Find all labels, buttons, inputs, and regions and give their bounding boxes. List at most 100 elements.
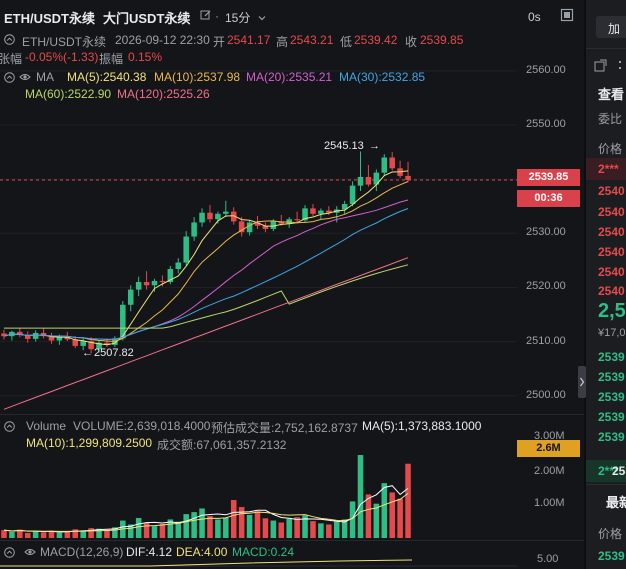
- change-label: 张幅: [0, 52, 23, 66]
- collapse-volume-icon[interactable]: [4, 419, 15, 432]
- candle: [24, 335, 31, 339]
- candle: [48, 336, 55, 341]
- volume-ma10: MA(10):1,299,809.2500: [26, 436, 153, 450]
- ma20-value: MA(20):2535.21: [246, 70, 333, 84]
- edit-icon[interactable]: [200, 8, 212, 20]
- ma-label: MA: [36, 70, 54, 84]
- candle: [349, 185, 356, 205]
- candle: [1, 333, 7, 337]
- ask-row[interactable]: 2540: [598, 284, 625, 298]
- pane-divider[interactable]: [0, 414, 584, 415]
- ma30-value: MA(30):2532.85: [339, 70, 426, 84]
- volume-bar: [104, 529, 110, 538]
- ma20-line: [3, 199, 409, 340]
- candle: [191, 222, 197, 237]
- volume-estimate: 预估成交量:2,752,162.8737: [211, 421, 358, 435]
- low-label: 低: [340, 35, 353, 49]
- volume-bar: [175, 521, 182, 538]
- collapse-ma-icon[interactable]: [4, 70, 15, 83]
- volume-bar: [238, 507, 245, 538]
- collapse-macd-icon[interactable]: [4, 545, 15, 558]
- low-annotation: 2507.82: [94, 347, 134, 359]
- volume-bar: [135, 518, 142, 538]
- candle: [120, 304, 126, 339]
- volume-bar: [48, 530, 55, 538]
- bid-row[interactable]: 2539: [598, 390, 625, 404]
- countdown: 0s: [528, 10, 541, 24]
- macd-value: MACD:0.24: [232, 545, 295, 559]
- volume-bar: [365, 494, 372, 538]
- candle: [207, 212, 213, 220]
- volume-axis-tick: 2.00M: [534, 465, 565, 477]
- candle: [286, 219, 292, 224]
- volume-value: VOLUME:2,639,018.4000: [73, 419, 211, 433]
- bid-row[interactable]: 2539: [598, 410, 625, 424]
- volume-bar: [294, 517, 300, 538]
- macd-eye-icon[interactable]: [24, 545, 36, 557]
- ask-row[interactable]: 2540: [598, 225, 625, 239]
- candle: [151, 280, 158, 286]
- ask-row[interactable]: 2***: [598, 162, 619, 176]
- candle: [104, 342, 110, 345]
- pair-title[interactable]: ETH/USDT永续: [4, 11, 96, 26]
- candle: [341, 204, 348, 210]
- collapse-icon[interactable]: [4, 34, 15, 45]
- candle: [64, 336, 71, 340]
- chevron-right-icon[interactable]: [578, 366, 586, 398]
- volume-bar: [151, 526, 158, 538]
- volume-bar: [143, 522, 150, 538]
- exchange-name[interactable]: 大门USDT永续: [103, 11, 191, 26]
- volume-bar: [262, 518, 269, 538]
- panel-toggle-handle[interactable]: [578, 366, 586, 398]
- order-ratio-label: 委比: [598, 112, 623, 126]
- candle: [270, 221, 277, 229]
- ask-row[interactable]: 2540: [598, 245, 625, 259]
- amplitude-value: 0.15%: [128, 50, 163, 64]
- add-button[interactable]: 加: [596, 16, 626, 38]
- volume-bar: [1, 530, 7, 538]
- volume-label: Volume: [26, 419, 67, 433]
- ask-row[interactable]: 2540: [598, 205, 625, 219]
- pane-divider-macd[interactable]: [0, 540, 584, 541]
- volume-bar: [167, 519, 174, 538]
- macd-label: MACD(12,26,9): [40, 545, 124, 559]
- bid-row[interactable]: 2***: [598, 464, 619, 478]
- price-axis-tick: 2520.00: [526, 280, 566, 293]
- volume-bar: [183, 514, 189, 538]
- open-label: 开: [213, 35, 226, 49]
- menu-icon[interactable]: [616, 58, 626, 72]
- volume-bar: [230, 500, 237, 538]
- volume-bar: [159, 523, 166, 538]
- ask-row[interactable]: 2540: [598, 184, 625, 198]
- volume-bar: [24, 532, 31, 538]
- trade-row: 2539: [598, 549, 625, 563]
- eye-icon[interactable]: [19, 70, 31, 82]
- candle: [381, 157, 388, 173]
- candle: [246, 222, 253, 233]
- bid-row[interactable]: 2539: [598, 370, 625, 384]
- high-annotation: 2545.13: [324, 140, 364, 152]
- view-label[interactable]: 查看: [598, 87, 625, 102]
- popout-icon[interactable]: [594, 59, 607, 72]
- price-chart[interactable]: [0, 0, 584, 569]
- candle: [175, 262, 182, 270]
- latest-trades-tab[interactable]: 最新: [606, 495, 626, 510]
- ask-row[interactable]: 2540: [598, 265, 625, 279]
- bid-row[interactable]: 2539: [598, 430, 625, 444]
- volume-ma-line: [3, 493, 409, 532]
- candle: [389, 157, 395, 169]
- candle: [318, 210, 324, 214]
- interval-selector[interactable]: 15分: [225, 11, 251, 25]
- candle: [32, 332, 39, 339]
- volume-bar: [397, 498, 403, 538]
- bid-row[interactable]: 2539: [598, 350, 625, 364]
- chevron-down-icon[interactable]: [257, 10, 267, 21]
- candle: [302, 208, 308, 221]
- volume-bar: [254, 511, 261, 538]
- chart-panel[interactable]: ETH/USDT永续 大门USDT永续 · 15分 0s ETH/USDT永续 …: [0, 0, 584, 569]
- volume-bar: [286, 518, 292, 538]
- candle: [135, 282, 142, 290]
- candle: [373, 172, 380, 185]
- candle: [365, 176, 372, 185]
- fullscreen-icon[interactable]: [560, 8, 574, 22]
